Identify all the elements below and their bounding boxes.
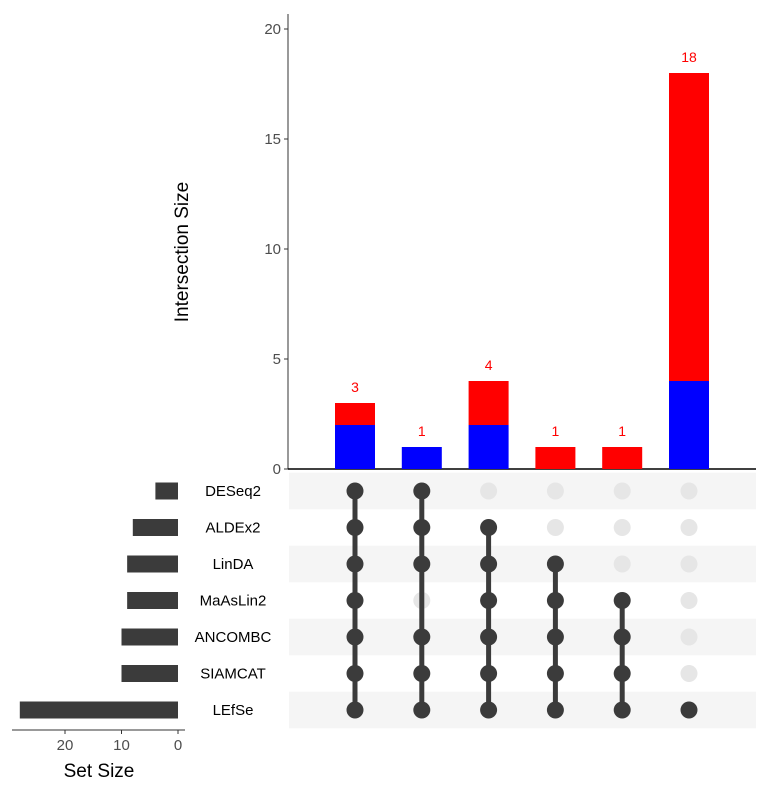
set-bar-maaslin2 [127, 592, 178, 609]
matrix-dot-inactive-5-aldex2 [613, 519, 631, 536]
bar-label-6: 18 [681, 49, 697, 65]
intersection-bars [335, 73, 709, 469]
set-bar-ancombc [121, 628, 178, 646]
matrix-dot-inactive-4-deseq2 [546, 482, 564, 500]
bar-5-red [602, 447, 643, 469]
matrix-dot-inactive-6-linda [680, 555, 698, 573]
bar-6-blue [669, 381, 709, 469]
y-axis-title: Intersection Size [172, 182, 193, 322]
matrix-dot-active-2-ancombc [413, 628, 431, 646]
bar-1-blue [335, 425, 375, 469]
set-bar-lefse [19, 701, 178, 719]
set-bar-linda [127, 555, 178, 573]
bar-label-3: 4 [485, 357, 493, 373]
y-tick-label-10: 10 [264, 241, 281, 258]
matrix-dot-inactive-6-siamcat [680, 665, 698, 682]
matrix-dot-active-4-siamcat [546, 665, 564, 682]
matrix-stripe-lefse [289, 691, 756, 729]
set-size-bars [19, 482, 178, 719]
matrix-dot-active-3-linda [480, 555, 498, 573]
set-label-lefse: LEfSe [213, 702, 254, 719]
set-bar-siamcat [121, 665, 178, 682]
matrix-dot-inactive-5-deseq2 [613, 482, 631, 500]
y-tick-label-5: 5 [273, 351, 281, 368]
bar-label-2: 1 [418, 423, 426, 439]
bar-4-red [535, 447, 576, 469]
set-label-maaslin2: MaAsLin2 [200, 593, 267, 610]
matrix-dot-active-3-siamcat [480, 665, 498, 682]
matrix-dot-active-2-deseq2 [413, 482, 431, 500]
set-label-siamcat: SIAMCAT [200, 666, 266, 683]
matrix-dot-inactive-5-linda [613, 555, 631, 573]
matrix-dot-active-1-lefse [346, 701, 364, 719]
matrix-dot-active-4-ancombc [546, 628, 564, 646]
bar-3-blue [468, 425, 509, 469]
matrix-dot-active-4-maaslin2 [546, 592, 564, 609]
matrix-dot-active-2-siamcat [413, 665, 431, 682]
intersection-matrix [346, 482, 698, 719]
matrix-dot-active-3-aldex2 [480, 519, 498, 536]
y-tick-label-0: 0 [273, 461, 281, 478]
bar-label-4: 1 [552, 423, 560, 439]
set-label-linda: LinDA [213, 556, 254, 573]
set-bar-aldex2 [132, 519, 178, 536]
matrix-dot-active-5-maaslin2 [613, 592, 631, 609]
set-labels: DESeq2 ALDEx2 LinDA MaAsLin2 ANCOMBC SIAMCAT L… [195, 483, 272, 719]
bar-3-red [468, 381, 509, 425]
matrix-dot-active-6-lefse [680, 701, 698, 719]
matrix-dot-active-4-linda [546, 555, 564, 573]
set-size-tick-label-20: 20 [57, 737, 74, 754]
matrix-dot-inactive-6-ancombc [680, 628, 698, 646]
matrix-dot-active-1-ancombc [346, 628, 364, 646]
matrix-dot-active-2-lefse [413, 701, 431, 719]
set-label-ancombc: ANCOMBC [195, 629, 272, 646]
matrix-dot-active-3-lefse [480, 701, 498, 719]
matrix-stripe-deseq2 [289, 472, 756, 510]
bar-2-blue [401, 447, 442, 469]
matrix-dot-active-3-ancombc [480, 628, 498, 646]
matrix-dot-inactive-6-deseq2 [680, 482, 698, 500]
set-label-aldex2: ALDEx2 [205, 520, 260, 537]
matrix-dot-active-4-lefse [546, 701, 564, 719]
matrix-dot-inactive-3-deseq2 [480, 482, 498, 500]
matrix-dot-inactive-4-aldex2 [546, 519, 564, 536]
set-size-axis: 20 10 0 [12, 729, 185, 754]
bar-1-red [335, 403, 375, 425]
matrix-dot-active-1-deseq2 [346, 482, 364, 500]
set-size-tick-label-0: 0 [174, 737, 182, 754]
matrix-dot-active-2-linda [413, 555, 431, 573]
matrix-dot-active-5-siamcat [613, 665, 631, 682]
set-label-deseq2: DESeq2 [205, 483, 261, 500]
bar-label-5: 1 [618, 423, 626, 439]
matrix-dot-active-1-maaslin2 [346, 592, 364, 609]
matrix-dot-inactive-6-maaslin2 [680, 592, 698, 609]
matrix-dot-active-5-lefse [613, 701, 631, 719]
matrix-dot-active-1-siamcat [346, 665, 364, 682]
matrix-dot-active-2-aldex2 [413, 519, 431, 536]
matrix-stripes [289, 472, 756, 729]
matrix-stripe-linda [289, 545, 756, 583]
matrix-dot-active-1-aldex2 [346, 519, 364, 536]
matrix-dot-active-5-ancombc [613, 628, 631, 646]
bar-6-red [669, 73, 709, 381]
matrix-dot-inactive-6-aldex2 [680, 519, 698, 536]
y-tick-label-20: 20 [264, 21, 281, 38]
matrix-dot-active-3-maaslin2 [480, 592, 498, 609]
set-size-axis-title: Set Size [64, 761, 135, 782]
set-size-tick-label-10: 10 [113, 737, 130, 754]
matrix-dot-active-1-linda [346, 555, 364, 573]
y-tick-label-15: 15 [264, 131, 281, 148]
set-bar-deseq2 [155, 482, 178, 500]
bar-label-1: 3 [351, 379, 359, 395]
matrix-stripe-ancombc [289, 618, 756, 656]
